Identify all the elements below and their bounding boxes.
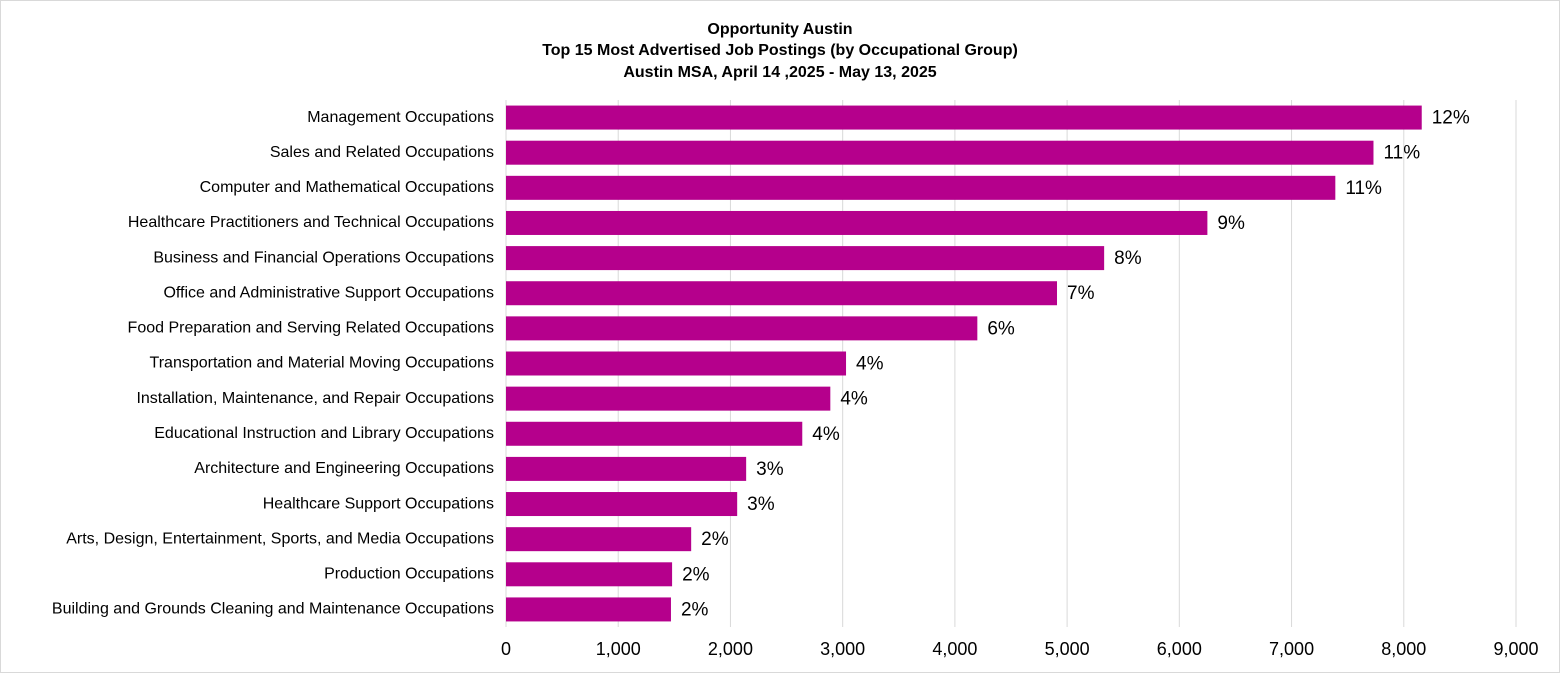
data-label: 3% — [747, 494, 775, 515]
bar — [506, 281, 1058, 306]
bar — [506, 597, 671, 622]
y-tick-label: Computer and Mathematical Occupations — [200, 179, 494, 196]
data-label: 9% — [1217, 213, 1245, 234]
y-tick-label: Production Occupations — [324, 566, 494, 583]
data-label: 2% — [681, 599, 709, 620]
y-tick-label: Healthcare Support Occupations — [263, 495, 494, 512]
bar — [506, 492, 738, 517]
bar — [506, 175, 1336, 200]
y-tick-label: Food Preparation and Serving Related Occ… — [128, 320, 494, 337]
bar — [506, 246, 1105, 271]
x-tick-label: 0 — [501, 639, 511, 659]
y-tick-label: Business and Financial Operations Occupa… — [153, 249, 494, 266]
x-tick-label: 3,000 — [820, 639, 865, 659]
x-tick-label: 1,000 — [596, 639, 641, 659]
x-tick-label: 5,000 — [1045, 639, 1090, 659]
chart-title: Austin MSA, April 14 ,2025 - May 13, 202… — [623, 64, 936, 81]
y-tick-label: Installation, Maintenance, and Repair Oc… — [136, 390, 494, 407]
y-tick-label: Sales and Related Occupations — [270, 144, 494, 161]
data-label: 4% — [856, 354, 884, 375]
data-label: 3% — [756, 459, 784, 480]
y-tick-label: Healthcare Practitioners and Technical O… — [128, 214, 494, 231]
data-label: 2% — [682, 564, 710, 585]
data-label: 7% — [1067, 283, 1095, 304]
x-tick-label: 4,000 — [932, 639, 977, 659]
data-label: 6% — [987, 318, 1015, 339]
bar — [506, 527, 692, 552]
y-tick-label: Management Occupations — [307, 109, 494, 126]
y-tick-label: Architecture and Engineering Occupations — [194, 460, 494, 477]
bar — [506, 140, 1374, 165]
x-tick-label: 9,000 — [1493, 639, 1538, 659]
bar — [506, 316, 978, 341]
data-label: 11% — [1345, 178, 1382, 199]
bar — [506, 386, 831, 411]
data-label: 12% — [1432, 108, 1470, 129]
chart-title: Opportunity Austin — [707, 21, 852, 38]
data-label: 8% — [1114, 248, 1142, 269]
data-label: 4% — [812, 424, 840, 445]
data-label: 2% — [701, 529, 729, 550]
y-tick-label: Building and Grounds Cleaning and Mainte… — [52, 601, 494, 618]
bar — [506, 562, 673, 587]
y-tick-label: Arts, Design, Entertainment, Sports, and… — [66, 530, 494, 547]
x-tick-label: 7,000 — [1269, 639, 1314, 659]
data-label: 11% — [1383, 143, 1420, 164]
bar — [506, 456, 747, 481]
y-tick-label: Transportation and Material Moving Occup… — [150, 355, 494, 372]
bar — [506, 421, 803, 446]
x-tick-label: 6,000 — [1157, 639, 1202, 659]
bar — [506, 105, 1422, 130]
bar — [506, 351, 847, 376]
x-tick-label: 2,000 — [708, 639, 753, 659]
data-label: 4% — [840, 389, 868, 410]
chart-title: Top 15 Most Advertised Job Postings (by … — [542, 42, 1018, 59]
y-tick-label: Office and Administrative Support Occupa… — [163, 284, 494, 301]
x-tick-label: 8,000 — [1381, 639, 1426, 659]
bar — [506, 210, 1208, 235]
y-tick-label: Educational Instruction and Library Occu… — [154, 425, 494, 442]
